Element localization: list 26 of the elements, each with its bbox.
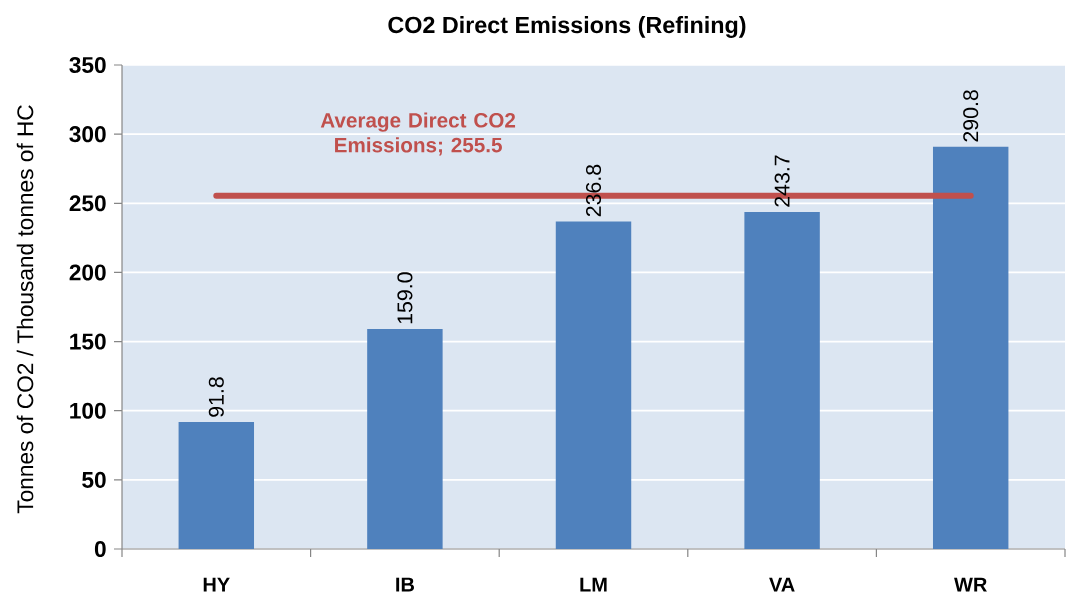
- data-label: 243.7: [774, 155, 790, 207]
- x-tick-label: WR: [954, 577, 987, 592]
- y-axis-title: Tonnes of CO2 / Thousand tonnes of HC: [16, 105, 34, 514]
- x-tick-label: IB: [396, 577, 414, 592]
- data-label: 290.8: [963, 90, 979, 142]
- bar: [555, 221, 632, 549]
- bar: [367, 329, 443, 549]
- y-tick-label: 250: [69, 195, 106, 212]
- bar: [744, 212, 820, 549]
- bar: [932, 146, 1009, 549]
- x-tick-label: VA: [769, 577, 795, 592]
- y-tick-label: 100: [70, 402, 106, 419]
- y-tick-label: 150: [70, 333, 106, 350]
- y-tick-label: 300: [69, 126, 106, 143]
- y-tick-label: 200: [69, 264, 106, 281]
- data-label: 236.8: [585, 164, 602, 217]
- bar: [178, 422, 255, 549]
- y-tick-label: 350: [69, 56, 106, 74]
- x-tick-label: HY: [203, 577, 230, 592]
- y-tick-label: 50: [82, 471, 106, 488]
- x-tick-label: LM: [580, 577, 607, 592]
- data-label: 91.8: [208, 377, 224, 417]
- data-label: 159.0: [397, 272, 413, 324]
- y-tick-label: 0: [94, 540, 106, 558]
- ref-line-label: Average Direct CO2 Emissions; 255.5: [320, 112, 516, 156]
- chart-title: CO2 Direct Emissions (Refining): [388, 16, 746, 38]
